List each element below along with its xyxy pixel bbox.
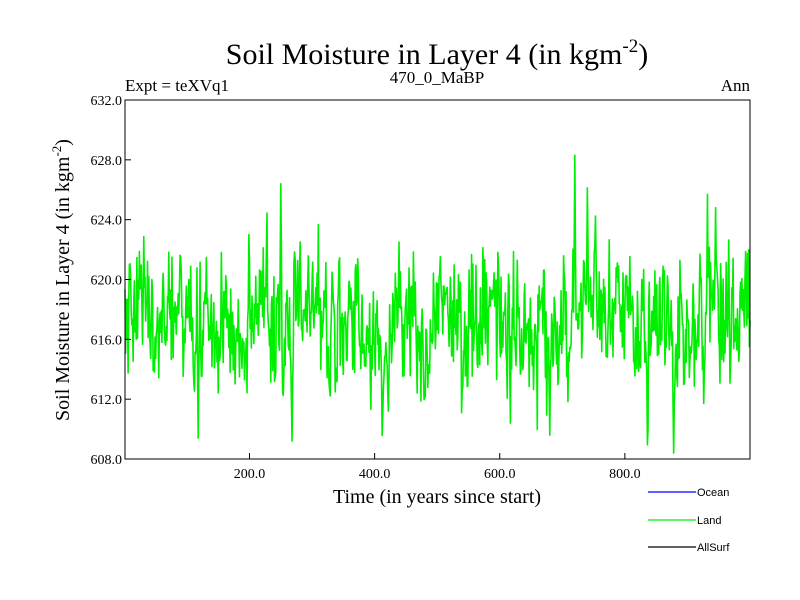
y-tick-label: 608.0 [91, 453, 123, 468]
chart-title: Soil Moisture in Layer 4 (in kgm-2) [226, 36, 648, 71]
chart-title-sup: -2 [622, 36, 638, 57]
y-tick-label: 616.0 [91, 333, 123, 348]
y-axis-ticks: 608.0 612.0 616.0 620.0 624.0 628.0 632.0 [91, 94, 131, 468]
legend-label-ocean: Ocean [697, 487, 729, 499]
y-tick-label: 620.0 [91, 274, 123, 289]
legend-label-land: Land [697, 515, 721, 527]
x-axis-ticks: 200.0 400.0 600.0 800.0 [234, 453, 641, 482]
subtitle-center: 470_0_MaBP [390, 68, 484, 87]
x-tick-label: 600.0 [484, 467, 516, 482]
plot-frame [124, 99, 751, 460]
subtitle-right: Ann [721, 76, 751, 95]
y-axis-label-sup: -2 [49, 146, 64, 157]
x-tick-label: 200.0 [234, 467, 266, 482]
land-series-line [124, 154, 751, 454]
y-tick-label: 632.0 [91, 94, 123, 109]
x-tick-label: 800.0 [609, 467, 641, 482]
y-tick-label: 612.0 [91, 393, 123, 408]
subtitle-left: Expt = teXVq1 [125, 76, 229, 95]
series-layer [124, 154, 751, 454]
y-axis-label-close: ) [52, 139, 74, 146]
y-axis-label-main: Soil Moisture in Layer 4 (in kgm [52, 156, 74, 421]
legend: Ocean Land AllSurf [648, 487, 730, 554]
x-tick-label: 400.0 [359, 467, 391, 482]
y-tick-label: 628.0 [91, 154, 123, 169]
x-axis-label: Time (in years since start) [333, 486, 541, 508]
legend-label-allsurf: AllSurf [697, 542, 730, 554]
chart-title-main: Soil Moisture in Layer 4 (in kgm [226, 38, 623, 71]
y-tick-label: 624.0 [91, 214, 123, 229]
y-axis-label: Soil Moisture in Layer 4 (in kgm-2) [49, 139, 74, 421]
chart-title-close: ) [638, 38, 648, 71]
